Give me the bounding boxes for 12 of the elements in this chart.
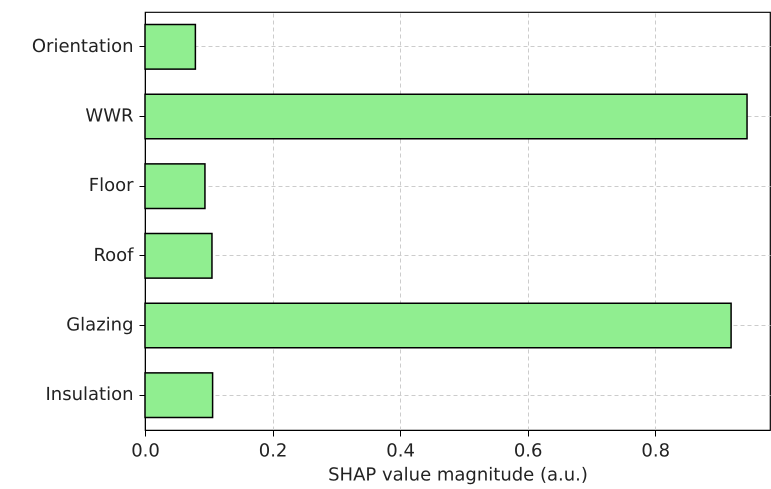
y-tick-label: Floor [88,175,134,196]
y-tick-label: Roof [93,244,134,266]
x-tick-label: 0.2 [258,440,288,462]
y-tick-label: Insulation [45,384,134,406]
y-tick-label: Orientation [32,36,134,57]
x-tick-label: 0.0 [131,440,160,462]
x-tick-label: 0.4 [386,440,415,462]
y-tick-label: Glazing [66,314,134,336]
x-tick-label: 0.6 [514,440,542,462]
x-axis-title: SHAP value magnitude (a.u.) [328,464,588,486]
y-tick-label: WWR [85,106,134,126]
x-tick-label: 0.8 [641,440,670,462]
